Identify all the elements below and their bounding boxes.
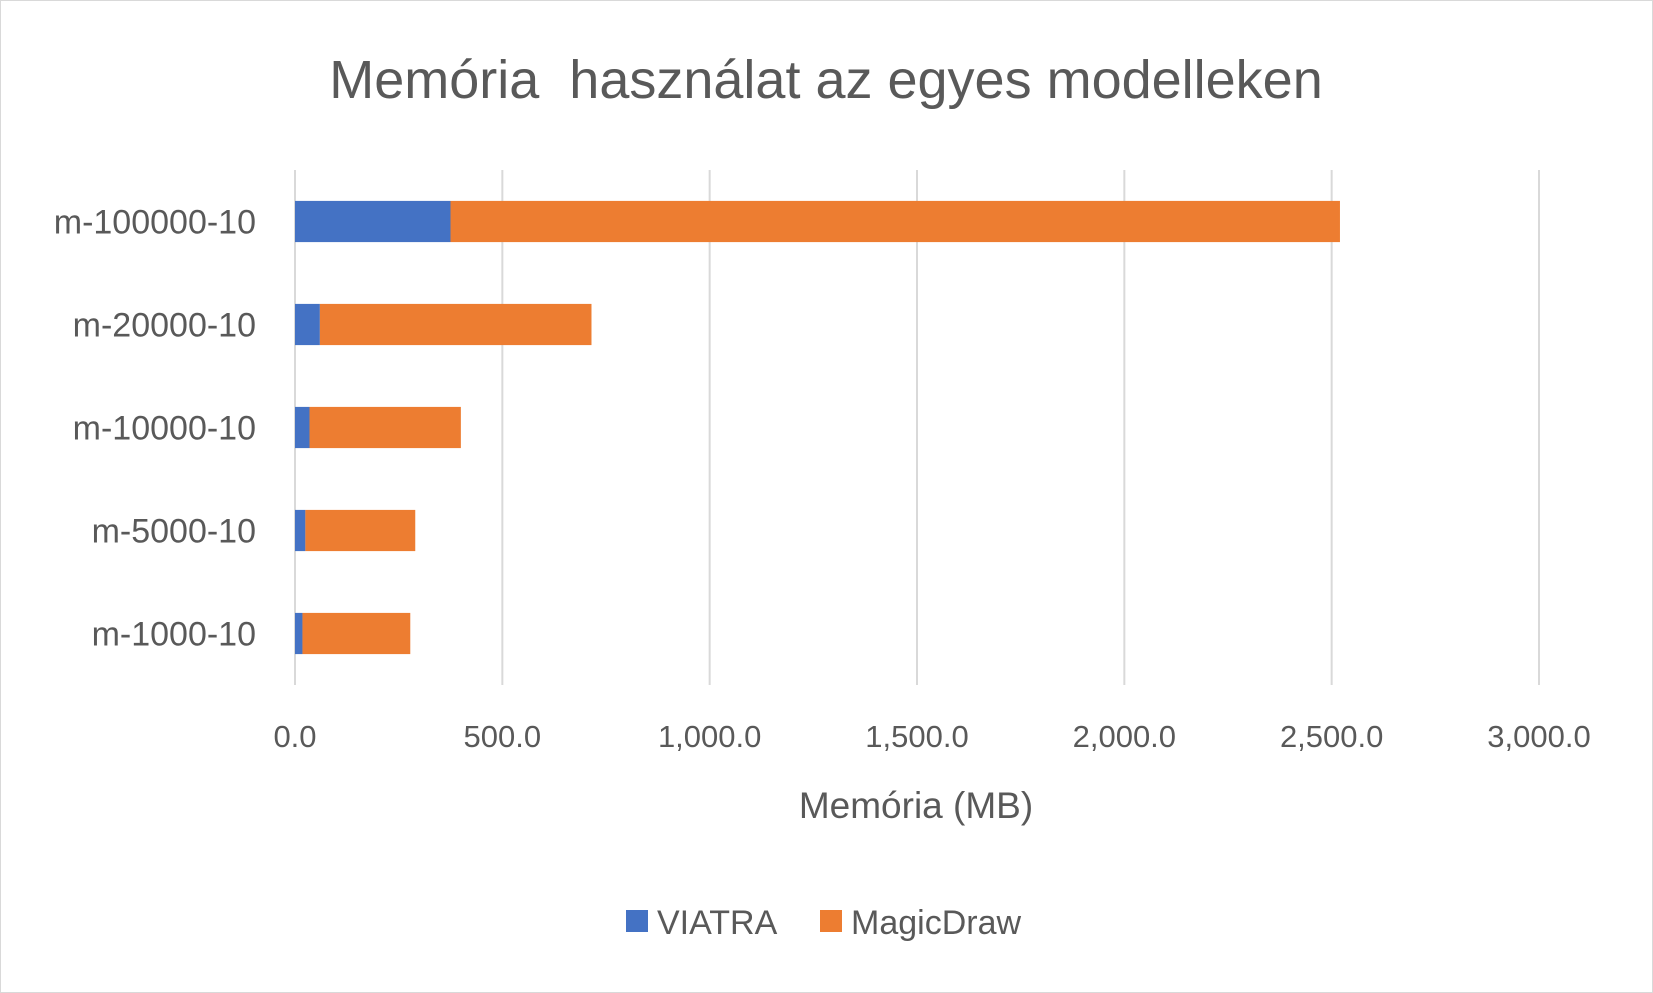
category-labels: m-100000-10 m-20000-10 m-10000-10 m-5000-10… <box>54 204 256 654</box>
category-label: m-1000-10 <box>92 616 256 654</box>
x-tick-label: 2,500.0 <box>1280 719 1383 754</box>
bar-magicdraw-m-20000-10 <box>319 303 592 346</box>
bar-viatra-m-100000-10 <box>295 200 451 243</box>
legend-label-viatra: VIATRA <box>657 904 778 942</box>
bar-viatra-m-20000-10 <box>295 303 320 346</box>
bar-viatra-m-10000-10 <box>295 406 310 449</box>
bar-magicdraw-m-100000-10 <box>450 200 1340 243</box>
bar-magicdraw-m-5000-10 <box>305 509 416 552</box>
chart-title: Memória használat az egyes modelleken <box>329 50 1323 110</box>
legend: VIATRA MagicDraw <box>626 904 1021 942</box>
gridlines <box>294 170 1540 685</box>
x-tick-label: 2,000.0 <box>1073 719 1176 754</box>
x-tick-label: 0.0 <box>273 719 316 754</box>
x-axis-title: Memória (MB) <box>799 785 1033 826</box>
bar-magicdraw-m-1000-10 <box>302 612 411 655</box>
legend-label-magicdraw: MagicDraw <box>851 904 1021 942</box>
bars <box>295 200 1340 655</box>
x-tick-label: 1,500.0 <box>865 719 968 754</box>
category-label: m-5000-10 <box>92 513 256 551</box>
x-tick-label: 500.0 <box>464 719 542 754</box>
bar-viatra-m-1000-10 <box>295 612 303 655</box>
category-label: m-20000-10 <box>73 307 256 345</box>
bar-viatra-m-5000-10 <box>295 509 306 552</box>
x-tick-label: 1,000.0 <box>658 719 761 754</box>
bar-magicdraw-m-10000-10 <box>309 406 461 449</box>
x-tick-label: 3,000.0 <box>1487 719 1590 754</box>
legend-swatch-magicdraw <box>820 910 842 932</box>
category-label: m-10000-10 <box>73 410 256 448</box>
category-label: m-100000-10 <box>54 204 256 242</box>
legend-swatch-viatra <box>626 910 648 932</box>
x-tick-labels: 0.0 500.0 1,000.0 1,500.0 2,000.0 2,500.0 3,00… <box>273 719 1590 754</box>
